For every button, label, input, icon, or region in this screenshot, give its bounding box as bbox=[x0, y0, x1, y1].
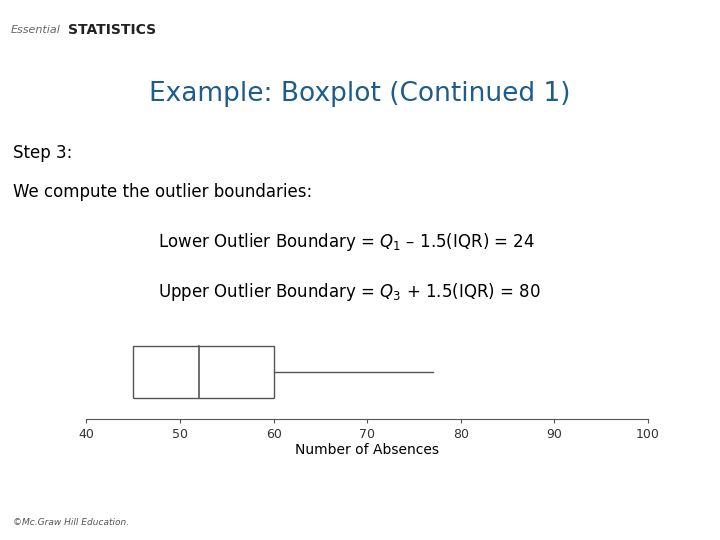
Text: Lower Outlier Boundary = $Q_1$ – 1.5(IQR) = 24: Lower Outlier Boundary = $Q_1$ – 1.5(IQR… bbox=[158, 231, 536, 253]
Bar bbox=[133, 346, 274, 397]
Text: ©Mc.Graw Hill Education.: ©Mc.Graw Hill Education. bbox=[13, 518, 129, 527]
X-axis label: Number of Absences: Number of Absences bbox=[295, 443, 439, 457]
Text: Example: Boxplot (Continued 1): Example: Boxplot (Continued 1) bbox=[149, 80, 571, 107]
Text: Upper Outlier Boundary = $Q_3$ + 1.5(IQR) = 80: Upper Outlier Boundary = $Q_3$ + 1.5(IQR… bbox=[158, 281, 541, 303]
Text: Essential: Essential bbox=[11, 25, 60, 35]
Text: STATISTICS: STATISTICS bbox=[68, 23, 156, 37]
Text: Barry Monk: Barry Monk bbox=[529, 25, 593, 35]
FancyBboxPatch shape bbox=[0, 0, 374, 60]
Text: Step 3:: Step 3: bbox=[13, 144, 72, 162]
Text: William Navidi: William Navidi bbox=[414, 25, 494, 35]
Text: We compute the outlier boundaries:: We compute the outlier boundaries: bbox=[13, 183, 312, 201]
